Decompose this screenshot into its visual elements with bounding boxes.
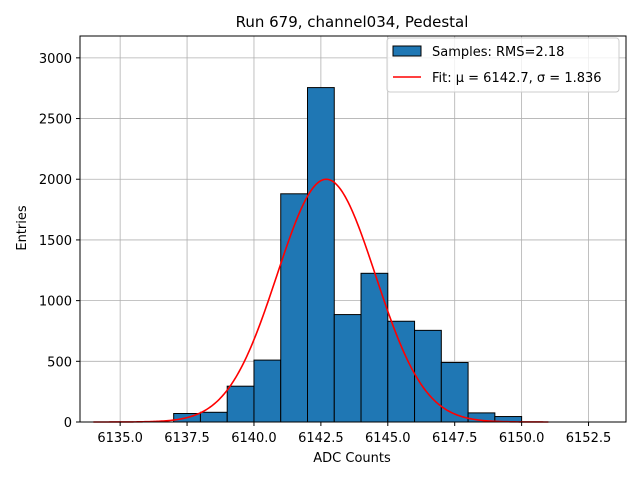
x-tick-label: 6135.0 (97, 431, 143, 446)
legend-histogram-label: Samples: RMS=2.18 (432, 45, 564, 60)
histogram-bar (440, 362, 469, 423)
x-tick-label: 6140.0 (231, 431, 277, 446)
legend: Samples: RMS=2.18 Fit: μ = 6142.7, σ = 1… (386, 37, 620, 93)
y-tick-label: 3000 (39, 52, 72, 67)
histogram-bar (387, 320, 416, 423)
chart-title: Run 679, channel034, Pedestal (236, 13, 469, 31)
y-axis-ticks: 0 500 1000 1500 2000 2500 3000 (39, 52, 80, 431)
x-tick-label: 6150.0 (499, 431, 545, 446)
histogram-bar (226, 385, 255, 423)
x-axis-ticks: 6135.0 6137.5 6140.0 6142.5 6145.0 6147.5 6150… (97, 422, 611, 446)
histogram-bars (173, 87, 523, 423)
y-tick-label: 500 (47, 355, 72, 370)
histogram-bar (307, 87, 335, 423)
x-tick-label: 6147.5 (432, 431, 478, 446)
histogram-bar (253, 359, 282, 423)
x-tick-label: 6145.0 (365, 431, 411, 446)
legend-histogram-swatch (392, 45, 422, 57)
y-tick-label: 2500 (39, 113, 72, 128)
legend-fit-label: Fit: μ = 6142.7, σ = 1.836 (432, 71, 602, 86)
x-tick-label: 6152.5 (566, 431, 612, 446)
fit-curve (93, 178, 549, 423)
y-tick-label: 1500 (39, 234, 72, 249)
histogram-bar (333, 314, 362, 423)
plot-frame (79, 35, 627, 423)
x-axis-label: ADC Counts (313, 451, 391, 466)
x-tick-label: 6137.5 (164, 431, 210, 446)
x-tick-label: 6142.5 (298, 431, 344, 446)
histogram-bar (199, 411, 228, 423)
y-tick-label: 2000 (39, 173, 72, 188)
histogram-bar (360, 272, 389, 423)
y-tick-label: 0 (64, 416, 72, 431)
fit-curve-group (93, 178, 549, 423)
y-tick-label: 1000 (39, 295, 72, 310)
histogram-bar (414, 329, 442, 423)
legend-box (386, 37, 620, 93)
y-axis-label: Entries (15, 205, 30, 251)
grid-lines (80, 36, 626, 423)
